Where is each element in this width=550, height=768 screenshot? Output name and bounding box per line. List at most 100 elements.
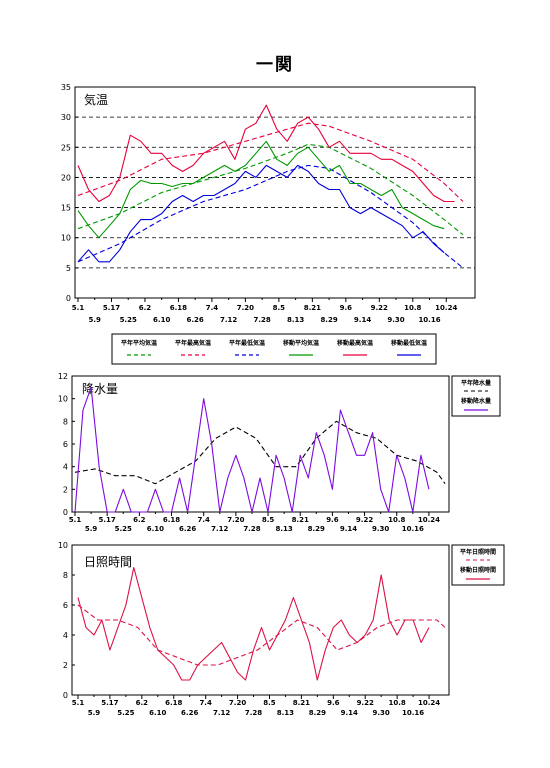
- y-tick-label: 12: [58, 372, 68, 381]
- x-tick-label: 10.16: [402, 525, 424, 533]
- y-tick-label: 8: [63, 571, 68, 580]
- x-tick-label: 8.29: [308, 525, 325, 533]
- legend-label: 平年降水量: [461, 379, 491, 387]
- x-tick-label: 7.4: [199, 699, 212, 707]
- x-tick-label: 7.20: [227, 516, 244, 524]
- y-tick-label: 4: [63, 463, 68, 472]
- precipitation-chart: 0 2 4 6 8 10 12 5.1 5.17 6.2 6.18 7.4 7.20 8.5 8.21 9.6…: [58, 372, 501, 533]
- x-tick-label: 9.6: [327, 699, 340, 707]
- x-tick-label: 6.26: [179, 525, 196, 533]
- chart-title: 降水量: [82, 382, 118, 396]
- chart-title: 気温: [84, 92, 108, 107]
- series-line: [77, 566, 430, 681]
- x-tick-label: 10.24: [435, 304, 457, 312]
- legend-label: 移動最高気温: [337, 339, 373, 347]
- x-tick-label: 6.10: [149, 709, 166, 717]
- y-tick-label: 4: [63, 631, 68, 640]
- y-tick-label: 2: [63, 661, 68, 670]
- x-tick-label: 9.14: [354, 316, 371, 324]
- legend-label: 移動降水量: [461, 397, 491, 405]
- x-tick-label: 6.26: [187, 316, 204, 324]
- x-tick-label: 7.20: [229, 699, 246, 707]
- series-line: [77, 122, 464, 202]
- legend-label: 移動平均気温: [283, 339, 319, 347]
- series-line: [74, 386, 430, 513]
- x-tick-label: 8.13: [287, 316, 304, 324]
- x-tick-label: 6.10: [153, 316, 170, 324]
- x-tick-label: 8.5: [262, 516, 275, 524]
- y-tick-label: 5: [66, 264, 71, 273]
- x-tick-label: 8.13: [275, 525, 292, 533]
- x-tick-label: 8.13: [277, 709, 294, 717]
- x-tick-label: 9.22: [357, 699, 374, 707]
- x-tick-label: 5.17: [101, 699, 118, 707]
- legend-box: [451, 375, 501, 417]
- series-line: [74, 420, 446, 485]
- x-tick-label: 5.9: [89, 316, 102, 324]
- y-tick-label: 15: [61, 204, 71, 213]
- legend-label: 移動日照時間: [460, 566, 496, 574]
- x-tick-label: 7.12: [220, 316, 237, 324]
- legend-label: 移動最低気温: [391, 339, 427, 347]
- chart-title: 日照時間: [84, 555, 132, 569]
- x-tick-label: 9.14: [340, 525, 357, 533]
- series-line: [77, 143, 464, 236]
- x-tick-label: 8.5: [263, 699, 276, 707]
- x-tick-label: 7.28: [245, 709, 262, 717]
- plot-frame: [74, 86, 476, 299]
- series-line: [77, 164, 445, 263]
- x-tick-label: 6.10: [147, 525, 164, 533]
- x-tick-label: 5.17: [99, 516, 116, 524]
- y-tick-label: 10: [61, 234, 71, 243]
- x-tick-label: 10.16: [418, 316, 440, 324]
- x-tick-label: 5.1: [72, 699, 85, 707]
- legend-label: 平年平均気温: [121, 339, 157, 347]
- page-title: 一関: [256, 55, 294, 75]
- x-tick-label: 8.21: [293, 699, 310, 707]
- x-tick-label: 10.8: [388, 516, 405, 524]
- y-tick-label: 0: [63, 691, 68, 700]
- y-tick-label: 2: [63, 485, 68, 494]
- x-tick-label: 5.25: [120, 316, 137, 324]
- x-tick-label: 10.24: [418, 699, 440, 707]
- y-tick-label: 35: [61, 83, 71, 92]
- x-tick-label: 9.22: [371, 304, 388, 312]
- x-tick-label: 7.12: [211, 525, 228, 533]
- x-tick-label: 8.5: [273, 304, 286, 312]
- legend-box: [111, 333, 437, 365]
- x-tick-label: 5.1: [72, 304, 85, 312]
- x-tick-label: 6.2: [133, 516, 146, 524]
- x-tick-label: 6.2: [139, 304, 152, 312]
- legend-box: [451, 544, 505, 586]
- plot-frame: [71, 544, 450, 696]
- x-tick-label: 7.28: [243, 525, 260, 533]
- y-tick-label: 0: [63, 508, 68, 517]
- y-tick-label: 10: [58, 541, 68, 550]
- y-tick-label: 8: [63, 417, 68, 426]
- series-line: [77, 104, 455, 203]
- legend-label: 平年日照時間: [460, 548, 496, 556]
- x-tick-label: 9.30: [372, 525, 389, 533]
- x-tick-label: 7.4: [197, 516, 210, 524]
- x-tick-label: 9.30: [387, 316, 404, 324]
- x-tick-label: 7.28: [253, 316, 270, 324]
- series-line: [77, 140, 445, 239]
- x-tick-label: 5.1: [69, 516, 82, 524]
- x-tick-label: 5.25: [117, 709, 134, 717]
- y-tick-label: 6: [63, 440, 68, 449]
- x-tick-label: 8.21: [292, 516, 309, 524]
- x-tick-label: 10.16: [402, 709, 424, 717]
- plot-frame: [71, 375, 450, 513]
- x-tick-label: 9.6: [340, 304, 353, 312]
- x-tick-label: 8.29: [309, 709, 326, 717]
- x-tick-label: 9.14: [341, 709, 358, 717]
- y-tick-label: 10: [58, 395, 68, 404]
- x-tick-label: 7.20: [237, 304, 254, 312]
- x-tick-label: 6.2: [136, 699, 149, 707]
- x-tick-label: 6.18: [163, 516, 180, 524]
- x-tick-label: 6.18: [170, 304, 187, 312]
- x-tick-label: 5.17: [103, 304, 120, 312]
- x-tick-label: 5.25: [115, 525, 132, 533]
